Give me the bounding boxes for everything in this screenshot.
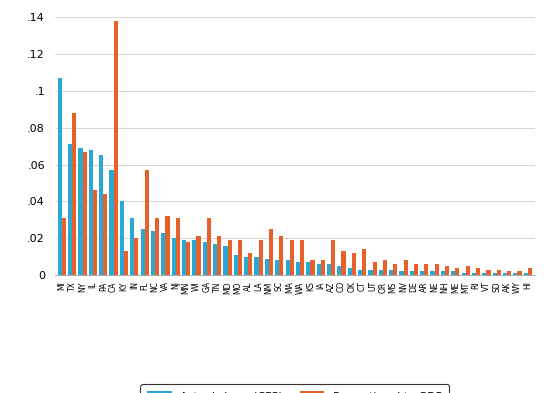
- Bar: [182, 240, 186, 275]
- Bar: [290, 240, 294, 275]
- Bar: [238, 240, 242, 275]
- Bar: [424, 264, 429, 275]
- Bar: [372, 262, 377, 275]
- Bar: [441, 272, 445, 275]
- Legend: Actual share (CFS), Proportional to GDP: Actual share (CFS), Proportional to GDP: [140, 384, 449, 393]
- Bar: [362, 249, 366, 275]
- Bar: [306, 262, 310, 275]
- Bar: [461, 273, 466, 275]
- Bar: [275, 260, 280, 275]
- Bar: [403, 260, 408, 275]
- Bar: [171, 238, 176, 275]
- Bar: [327, 264, 331, 275]
- Bar: [455, 268, 460, 275]
- Bar: [207, 218, 211, 275]
- Bar: [213, 244, 217, 275]
- Bar: [528, 268, 532, 275]
- Bar: [383, 260, 387, 275]
- Bar: [300, 240, 304, 275]
- Bar: [524, 273, 528, 275]
- Bar: [503, 273, 507, 275]
- Bar: [486, 270, 490, 275]
- Bar: [110, 170, 114, 275]
- Bar: [89, 150, 93, 275]
- Bar: [145, 170, 149, 275]
- Bar: [248, 253, 252, 275]
- Bar: [435, 264, 439, 275]
- Bar: [472, 273, 476, 275]
- Bar: [296, 262, 300, 275]
- Bar: [337, 266, 341, 275]
- Bar: [130, 218, 134, 275]
- Bar: [358, 270, 362, 275]
- Bar: [430, 272, 435, 275]
- Bar: [445, 266, 449, 275]
- Bar: [265, 259, 269, 275]
- Bar: [280, 237, 283, 275]
- Bar: [420, 272, 424, 275]
- Bar: [492, 273, 497, 275]
- Bar: [223, 246, 228, 275]
- Bar: [269, 229, 273, 275]
- Bar: [151, 231, 155, 275]
- Bar: [228, 240, 232, 275]
- Bar: [348, 268, 352, 275]
- Bar: [72, 113, 76, 275]
- Bar: [466, 266, 470, 275]
- Bar: [331, 240, 335, 275]
- Bar: [341, 251, 346, 275]
- Bar: [400, 272, 403, 275]
- Bar: [68, 144, 72, 275]
- Bar: [217, 237, 221, 275]
- Bar: [192, 240, 197, 275]
- Bar: [476, 268, 480, 275]
- Bar: [254, 257, 259, 275]
- Bar: [389, 270, 393, 275]
- Bar: [379, 270, 383, 275]
- Bar: [99, 155, 103, 275]
- Bar: [513, 273, 518, 275]
- Bar: [410, 272, 414, 275]
- Bar: [120, 201, 124, 275]
- Bar: [244, 257, 248, 275]
- Bar: [369, 270, 372, 275]
- Bar: [414, 264, 418, 275]
- Bar: [317, 264, 321, 275]
- Bar: [518, 272, 521, 275]
- Bar: [259, 240, 263, 275]
- Bar: [140, 229, 145, 275]
- Bar: [451, 272, 455, 275]
- Bar: [234, 255, 238, 275]
- Bar: [507, 272, 511, 275]
- Bar: [310, 260, 314, 275]
- Bar: [286, 260, 290, 275]
- Bar: [482, 273, 486, 275]
- Bar: [352, 253, 356, 275]
- Bar: [161, 233, 165, 275]
- Bar: [62, 218, 66, 275]
- Bar: [176, 218, 180, 275]
- Bar: [321, 260, 325, 275]
- Bar: [103, 194, 108, 275]
- Bar: [82, 152, 87, 275]
- Bar: [124, 251, 128, 275]
- Bar: [93, 190, 97, 275]
- Bar: [134, 238, 139, 275]
- Bar: [393, 264, 397, 275]
- Bar: [165, 216, 170, 275]
- Bar: [186, 242, 190, 275]
- Bar: [203, 242, 207, 275]
- Bar: [58, 78, 62, 275]
- Bar: [155, 218, 159, 275]
- Bar: [197, 237, 200, 275]
- Bar: [79, 148, 82, 275]
- Bar: [497, 270, 501, 275]
- Bar: [114, 21, 118, 275]
